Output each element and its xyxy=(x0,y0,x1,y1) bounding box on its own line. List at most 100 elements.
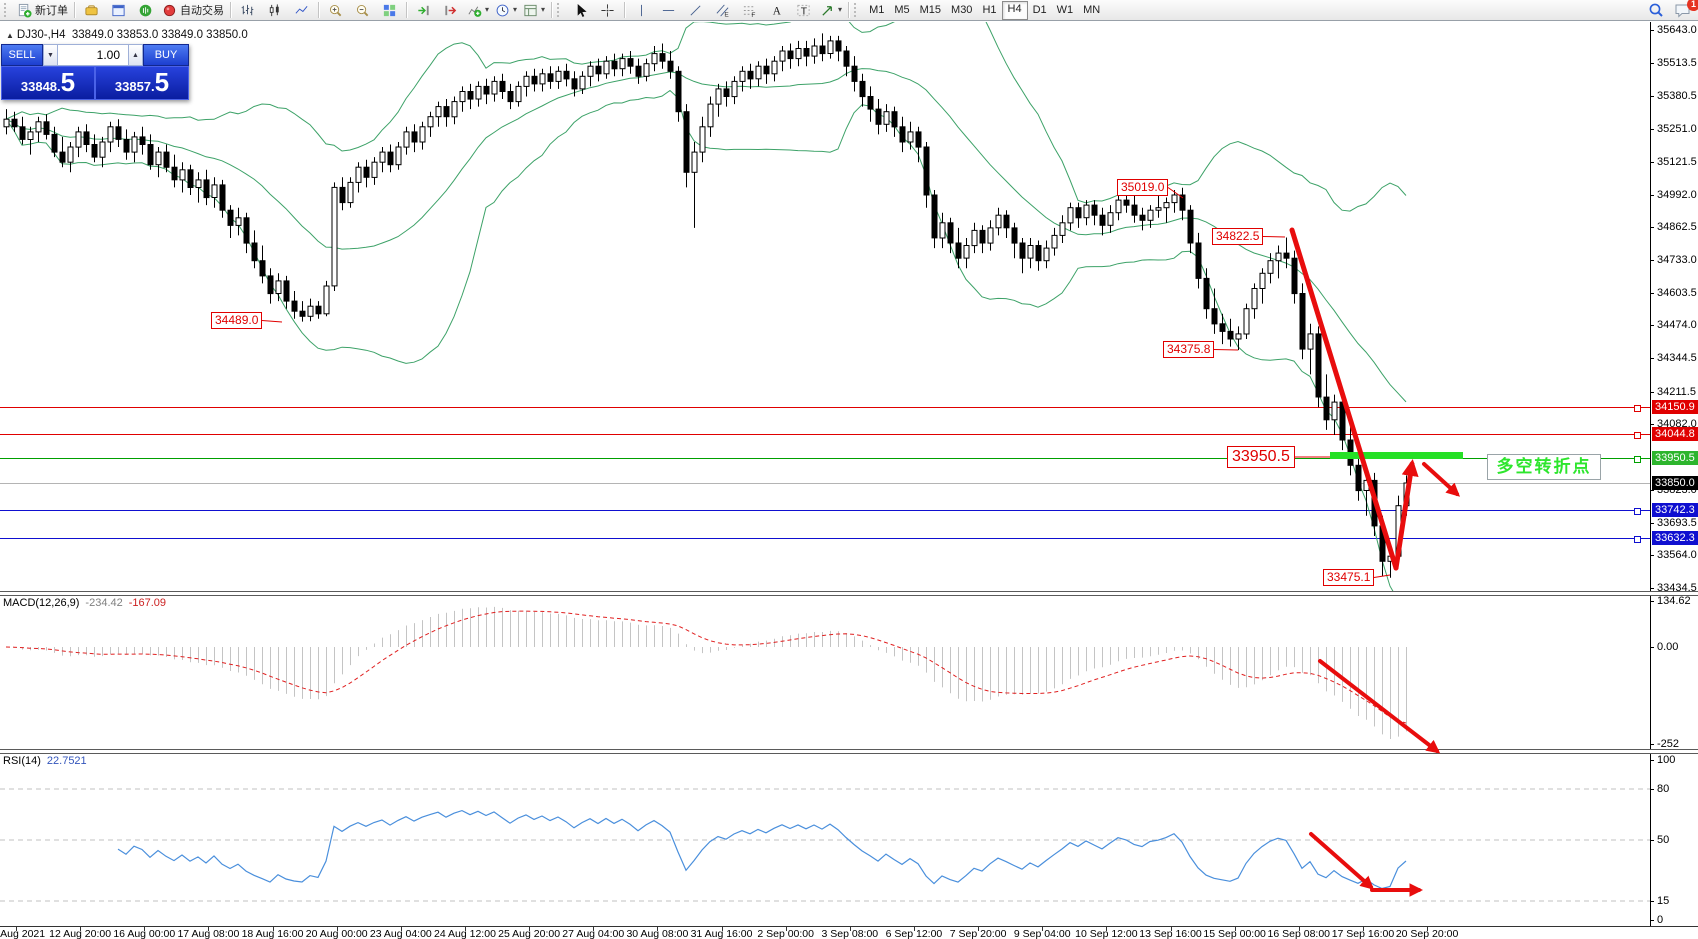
candlestick-chart-button[interactable] xyxy=(261,1,288,20)
price-label-34375.8[interactable]: 34375.8 xyxy=(1163,341,1215,358)
toolbar-grip[interactable] xyxy=(4,3,10,17)
price-axis-tick: 35643.0 xyxy=(1657,24,1697,37)
timeframe-button-m5[interactable]: M5 xyxy=(894,3,910,16)
price-line-anchor[interactable] xyxy=(1634,456,1641,463)
buy-price-box[interactable]: 33857. 5 xyxy=(95,66,189,100)
price-label-34822.5[interactable]: 34822.5 xyxy=(1212,228,1264,245)
toolbar-grip-2[interactable] xyxy=(557,3,563,17)
new-order-label: 新订单 xyxy=(35,5,68,17)
chart-shift-button[interactable] xyxy=(437,1,464,20)
profiles-button[interactable] xyxy=(78,1,105,20)
price-line-anchor[interactable] xyxy=(1634,536,1641,543)
price-line-anchor[interactable] xyxy=(1634,432,1641,439)
turning-point-highlight[interactable] xyxy=(1330,452,1463,459)
indicators-button[interactable]: ▾ xyxy=(464,1,492,20)
price-level-line-33850[interactable] xyxy=(0,483,1650,484)
trend-arrow[interactable] xyxy=(1289,227,1399,571)
panel-separator-rsi[interactable] xyxy=(0,749,1698,754)
timeframe-button-mn[interactable]: MN xyxy=(1083,3,1101,16)
price-level-line-33950.5[interactable] xyxy=(0,458,1650,459)
trend-arrow[interactable] xyxy=(1318,659,1441,754)
text-label-button[interactable]: T xyxy=(790,1,817,20)
price-label-33950.5[interactable]: 33950.5 xyxy=(1227,446,1295,468)
price-label-33475.1[interactable]: 33475.1 xyxy=(1323,569,1375,586)
market-watch-button[interactable] xyxy=(105,1,132,20)
zoom-out-button[interactable] xyxy=(349,1,376,20)
rsi-axis-tick: 50 xyxy=(1657,834,1670,846)
price-axis-tick: 33693.5 xyxy=(1657,516,1697,529)
rsi-label: RSI(14) 22.7521 xyxy=(3,755,87,767)
price-line-anchor[interactable] xyxy=(1634,405,1641,412)
trendline-button[interactable] xyxy=(682,1,709,20)
time-axis-label: 30 Aug 08:00 xyxy=(626,928,689,939)
price-axis-badge: 33632.3 xyxy=(1652,530,1698,545)
time-axis-label: 12 Aug 20:00 xyxy=(49,928,112,939)
buy-button[interactable]: BUY xyxy=(143,44,189,66)
turning-point-note[interactable]: 多空转折点 xyxy=(1487,454,1601,480)
price-level-line-33632.3[interactable] xyxy=(0,538,1650,539)
horizontal-line-button[interactable] xyxy=(655,1,682,20)
time-axis-label: 18 Aug 16:00 xyxy=(241,928,304,939)
cursor-button[interactable] xyxy=(567,1,594,20)
indicators-caret-icon: ▾ xyxy=(485,5,490,14)
volume-increase-button[interactable]: ▲ xyxy=(128,44,143,66)
sell-button[interactable]: SELL xyxy=(1,44,43,66)
vertical-line-button[interactable] xyxy=(628,1,655,20)
timeframe-button-h4[interactable]: H4 xyxy=(1001,0,1028,20)
templates-button[interactable]: ▾ xyxy=(520,1,548,20)
toolbar-grip-3[interactable] xyxy=(854,3,860,17)
chat-button[interactable]: 1 xyxy=(1669,0,1698,20)
price-axis-tick: 33564.0 xyxy=(1657,549,1697,562)
price-axis-tick: 35513.5 xyxy=(1657,56,1697,69)
equidistant-channel-button[interactable]: E xyxy=(709,1,736,20)
time-axis-label: 9 Sep 04:00 xyxy=(1013,928,1071,939)
timeframe-button-h1[interactable]: H1 xyxy=(982,3,997,16)
price-level-line-33742.3[interactable] xyxy=(0,510,1650,511)
autotrading-button[interactable]: 自动交易 xyxy=(159,1,227,20)
timeframe-button-m30[interactable]: M30 xyxy=(951,3,973,16)
timeframe-button-w1[interactable]: W1 xyxy=(1056,3,1074,16)
candlestick-chart-icon xyxy=(267,3,282,18)
volume-input[interactable]: 1.00 xyxy=(58,44,128,66)
sell-price-box[interactable]: 33848. 5 xyxy=(1,66,95,100)
zoom-in-button[interactable] xyxy=(322,1,349,20)
time-axis-tickmark xyxy=(1106,927,1108,931)
text-button[interactable]: A xyxy=(763,1,790,20)
trend-arrow[interactable] xyxy=(1393,458,1419,571)
time-axis-tickmark xyxy=(1234,927,1236,931)
time-axis-label: 6 Sep 12:00 xyxy=(885,928,943,939)
price-label-35019.0[interactable]: 35019.0 xyxy=(1117,179,1169,196)
timeframe-button-m15[interactable]: M15 xyxy=(919,3,942,16)
timeframe-button-d1[interactable]: D1 xyxy=(1032,3,1047,16)
price-label-34489.0[interactable]: 34489.0 xyxy=(211,312,263,329)
volume-decrease-button[interactable]: ▼ xyxy=(43,44,58,66)
macd-axis-tick: 134.62 xyxy=(1657,595,1691,607)
price-axis-tickmark xyxy=(1650,555,1654,557)
price-level-line-34044.8[interactable] xyxy=(0,434,1650,435)
trend-arrow[interactable] xyxy=(1309,832,1375,890)
autotrading-icon xyxy=(162,3,177,18)
price-axis-tick: 34862.5 xyxy=(1657,221,1697,234)
time-axis-tickmark xyxy=(1362,927,1364,931)
trend-arrow[interactable] xyxy=(1422,462,1461,497)
panel-separator-macd[interactable] xyxy=(0,591,1698,596)
crosshair-button[interactable] xyxy=(594,1,621,20)
signals-button[interactable] xyxy=(132,1,159,20)
price-axis-tickmark xyxy=(1650,259,1654,261)
price-line-anchor[interactable] xyxy=(1634,508,1641,515)
bar-chart-button[interactable] xyxy=(234,1,261,20)
new-order-button[interactable]: 新订单 xyxy=(14,1,71,20)
timeframe-button-m1[interactable]: M1 xyxy=(869,3,885,16)
auto-scroll-button[interactable] xyxy=(410,1,437,20)
price-level-line-34150.9[interactable] xyxy=(0,407,1650,408)
signals-icon xyxy=(138,3,153,18)
fibonacci-button[interactable]: F xyxy=(736,1,763,20)
search-button[interactable] xyxy=(1642,1,1669,20)
time-axis-tickmark xyxy=(978,927,980,931)
text-label-icon: T xyxy=(796,3,811,18)
periods-button[interactable]: ▾ xyxy=(492,1,520,20)
tile-windows-button[interactable] xyxy=(376,1,403,20)
arrows-tool-button[interactable]: ▾ xyxy=(817,1,845,20)
line-chart-button[interactable] xyxy=(288,1,315,20)
